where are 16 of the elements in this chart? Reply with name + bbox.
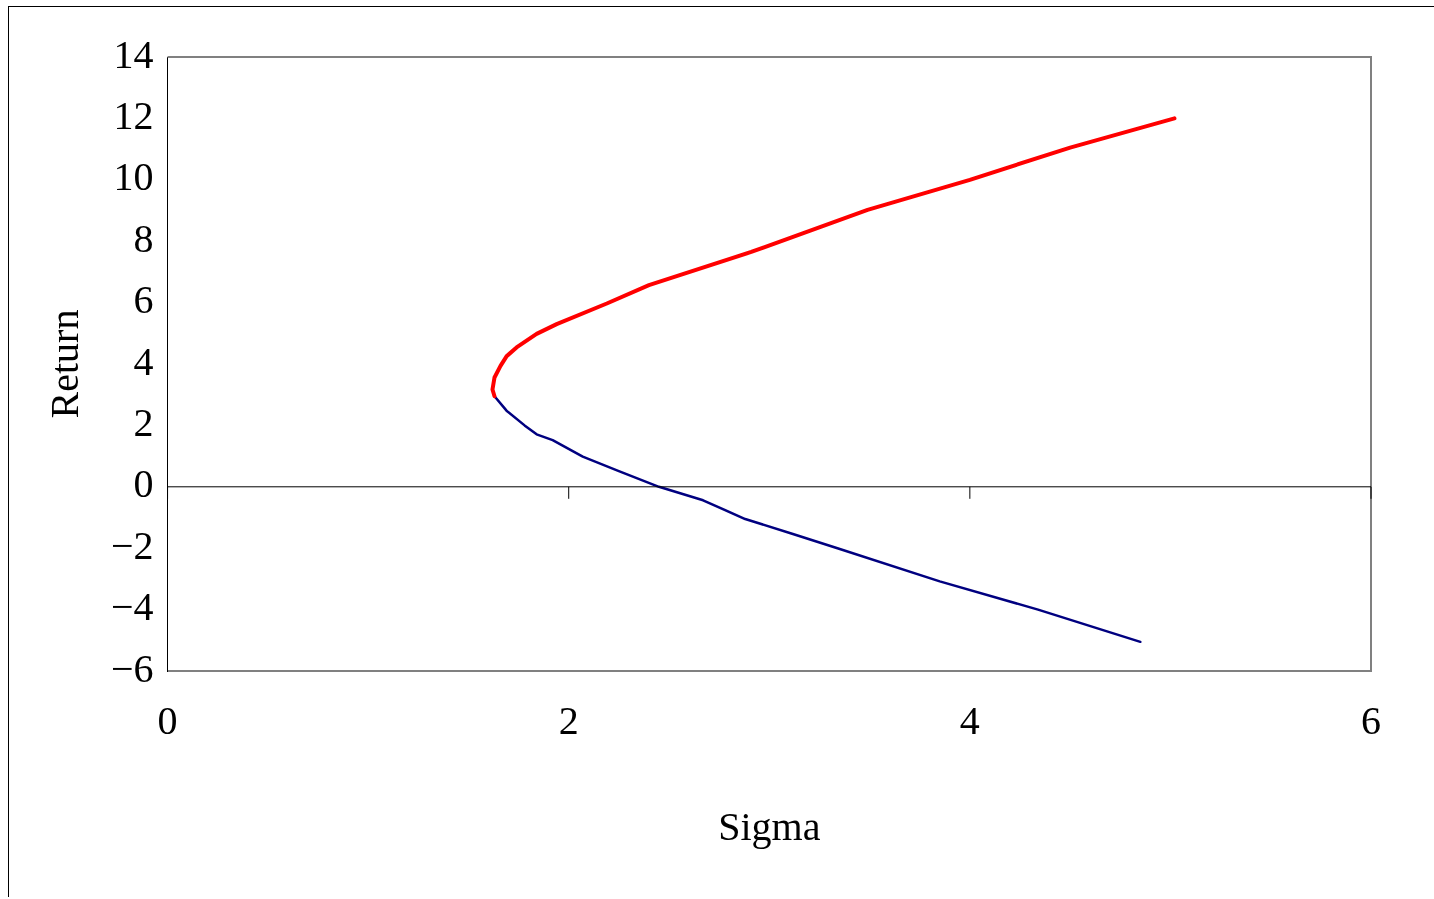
x-axis-title: Sigma <box>718 803 821 849</box>
y-tick-label: 4 <box>133 338 154 384</box>
y-tick-label: −4 <box>111 584 154 630</box>
y-axis-title: Return <box>41 309 87 419</box>
y-tick-label: −2 <box>111 522 154 568</box>
x-tick-label: 6 <box>1361 697 1381 743</box>
x-tick-label: 2 <box>558 697 579 743</box>
y-tick-label: 6 <box>133 277 154 323</box>
y-tick-label: −6 <box>111 645 154 691</box>
y-tick-label: 14 <box>113 31 154 77</box>
y-tick-label: 0 <box>133 461 154 507</box>
y-tick-label: 2 <box>133 399 154 445</box>
y-tick-label: 8 <box>133 215 154 261</box>
y-tick-label: 12 <box>113 92 154 138</box>
y-tick-label: 10 <box>113 154 154 200</box>
x-tick-label: 4 <box>959 697 980 743</box>
